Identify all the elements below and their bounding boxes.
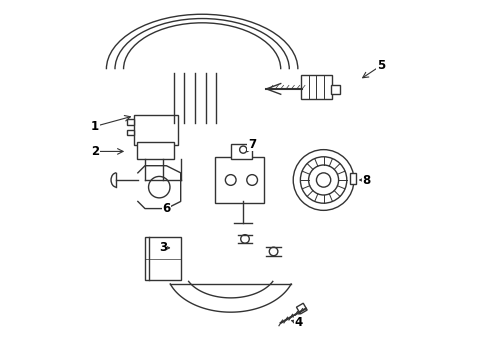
Circle shape [247,175,258,185]
Text: 6: 6 [162,202,171,215]
Circle shape [270,247,278,256]
Text: 5: 5 [377,59,385,72]
Bar [127,119,134,125]
Circle shape [300,157,347,203]
Bar [145,237,181,280]
FancyBboxPatch shape [134,115,178,145]
Text: 1: 1 [91,120,99,133]
Text: 4: 4 [294,316,303,329]
Text: 3: 3 [159,241,167,255]
Text: 2: 2 [91,145,99,158]
Bar [231,144,252,158]
Bar [296,303,307,314]
Circle shape [225,175,236,185]
Circle shape [293,150,354,210]
FancyBboxPatch shape [137,142,174,159]
FancyBboxPatch shape [215,157,264,203]
Text: 7: 7 [248,138,256,151]
Bar [331,85,340,94]
Circle shape [309,165,339,195]
Circle shape [241,235,249,243]
Text: 8: 8 [362,174,370,186]
Bar [350,173,356,184]
Circle shape [240,146,247,153]
Circle shape [317,173,331,187]
Bar [127,130,134,135]
FancyBboxPatch shape [301,75,332,99]
